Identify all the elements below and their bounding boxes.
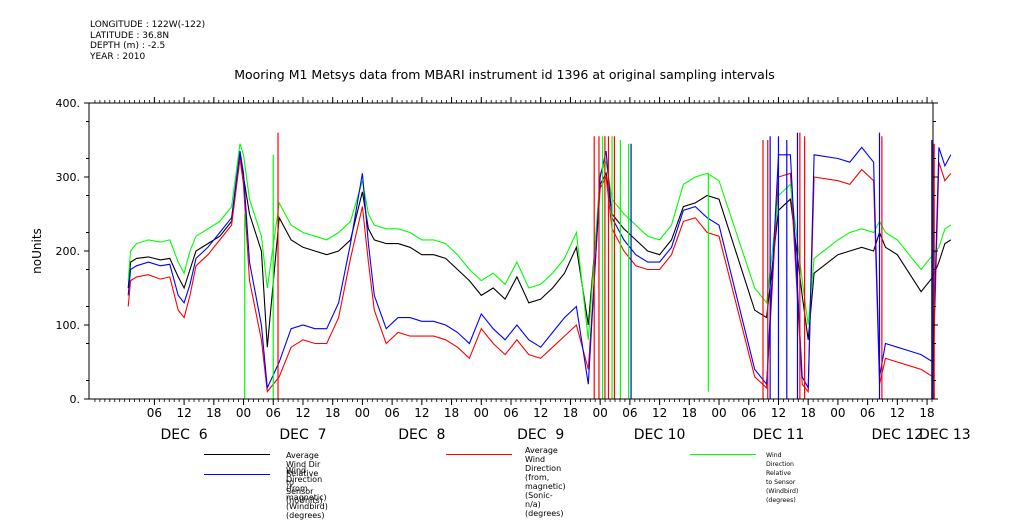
- y-tick-label: 300.: [56, 171, 81, 184]
- x-tick-label: 12: [414, 406, 429, 420]
- x-tick-label: 18: [325, 406, 340, 420]
- x-tick-label: 12: [295, 406, 310, 420]
- x-day-label: DEC 10: [634, 427, 686, 443]
- legend-swatch-3: [204, 474, 270, 475]
- series-line-3: [127, 146, 952, 390]
- x-tick-label: 06: [741, 406, 756, 420]
- x-tick-label: 12: [176, 406, 191, 420]
- metadata-block: LONGITUDE : 122W(-122) LATITUDE : 36.8N …: [90, 20, 205, 62]
- longitude-text: LONGITUDE : 122W(-122): [90, 20, 206, 30]
- x-tick-label: 00: [830, 406, 845, 420]
- y-tick-label: 400.: [56, 97, 81, 110]
- x-tick-label: 18: [444, 406, 459, 420]
- x-tick-label: 06: [503, 406, 518, 420]
- latitude-text: LATITUDE : 36.8N: [90, 30, 170, 41]
- x-day-label: DEC 13: [919, 427, 971, 443]
- x-tick-label: 12: [771, 406, 786, 420]
- legend-swatch-0: [204, 454, 270, 455]
- y-tick-label: 200.: [56, 245, 81, 258]
- x-tick-label: 18: [801, 406, 816, 420]
- x-tick-label: 00: [355, 406, 370, 420]
- x-tick-label: 12: [890, 406, 905, 420]
- x-tick-label: 00: [711, 406, 726, 420]
- x-tick-label: 00: [474, 406, 489, 420]
- x-day-label: DEC 6: [160, 427, 207, 443]
- chart-svg: 0. 100. 200. 300. 400. noUnits 06 12 18 00 06 12 18 0…: [30, 97, 971, 443]
- series-line-2: [127, 143, 952, 340]
- legend-text-0: Average Wind Dir Relative to Sensor (noU…: [286, 451, 323, 505]
- x-tick-label: 06: [147, 406, 162, 420]
- x-day-label: DEC 8: [398, 427, 445, 443]
- legend-text-2: Wind Direction Relative to Sensor (Windb…: [766, 452, 799, 504]
- x-tick-label: 18: [919, 406, 934, 420]
- x-tick-label: 18: [563, 406, 578, 420]
- year-text: YEAR : 2010: [90, 51, 146, 62]
- legend-swatch-1: [446, 454, 512, 455]
- x-tick-label: 12: [652, 406, 667, 420]
- legend-swatch-2: [690, 454, 756, 455]
- series-line-0: [127, 154, 952, 348]
- y-tick-label: 0.: [70, 393, 81, 406]
- depth-text: DEPTH (m) : -2.5: [90, 41, 166, 51]
- x-tick-label: 12: [533, 406, 548, 420]
- x-tick-label: 06: [384, 406, 399, 420]
- chart-title: Mooring M1 Metsys data from MBARI instru…: [234, 67, 775, 82]
- x-day-label: DEC 11: [753, 427, 805, 443]
- x-tick-label: 06: [860, 406, 875, 420]
- series-line-1: [127, 158, 952, 394]
- x-day-label: DEC 7: [279, 427, 326, 443]
- x-tick-label: 06: [266, 406, 281, 420]
- y-axis-label: noUnits: [30, 228, 44, 274]
- plot-frame: [88, 102, 934, 400]
- x-tick-label: 18: [682, 406, 697, 420]
- x-tick-label: 18: [206, 406, 221, 420]
- x-day-label: DEC 12: [872, 427, 924, 443]
- x-tick-label: 00: [236, 406, 251, 420]
- x-day-label: DEC 9: [517, 427, 564, 443]
- x-tick-label: 00: [593, 406, 608, 420]
- legend-text-3: Wind Direction (from magnetic) (Windbird…: [286, 466, 328, 520]
- legend-text-1: Average Wind Direction (from, magnetic) …: [525, 446, 566, 518]
- y-tick-label: 100.: [56, 319, 81, 332]
- x-tick-label: 06: [622, 406, 637, 420]
